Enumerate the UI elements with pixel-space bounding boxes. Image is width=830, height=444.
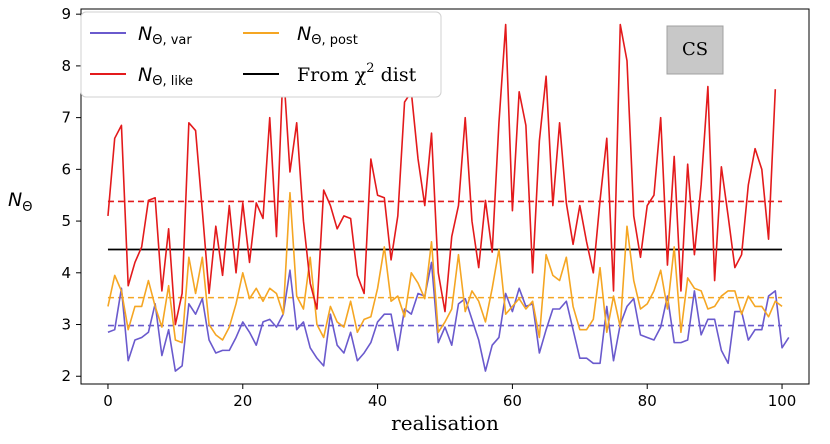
legend: NΘ, var NΘ, like NΘ, post From χ2 dist (80, 11, 442, 98)
legend-label-chi2: From χ2 dist (297, 61, 417, 86)
series-line-post (107, 191, 783, 344)
y-axis-title: NΘ (8, 189, 32, 215)
legend-box (80, 11, 442, 98)
ticks-layer: 0 20 40 60 80 100 2 3 4 5 6 7 8 9 (61, 5, 796, 410)
y-tick-label-7: 7 (61, 109, 71, 127)
cs-annotation-text: CS (682, 39, 708, 60)
x-tick-label-40: 40 (368, 392, 387, 410)
legend-label-post: NΘ, post (297, 23, 358, 48)
x-tick-label-60: 60 (503, 392, 522, 410)
cs-annotation: CS (666, 25, 724, 75)
x-tick-label-100: 100 (768, 392, 797, 410)
legend-label-var: NΘ, var (138, 23, 192, 48)
legend-label-like: NΘ, like (138, 64, 193, 89)
y-tick-label-9: 9 (61, 5, 71, 23)
x-tick-label-0: 0 (103, 392, 113, 410)
y-tick-label-4: 4 (61, 264, 71, 282)
series-line-like (107, 23, 777, 326)
plot-frame (80, 8, 810, 385)
y-axis-title-sub: Θ (22, 200, 32, 215)
y-tick-label-6: 6 (61, 160, 71, 178)
y-tick-label-3: 3 (61, 316, 71, 334)
series-line-var (107, 261, 790, 372)
y-axis-title-main: N (8, 189, 22, 211)
y-tick-label-8: 8 (61, 57, 71, 75)
y-tick-label-2: 2 (61, 367, 71, 385)
y-tick-label-5: 5 (61, 212, 71, 230)
x-tick-label-20: 20 (233, 392, 252, 410)
series-layer (107, 23, 790, 372)
cs-annotation-box (666, 25, 724, 75)
x-tick-label-80: 80 (638, 392, 657, 410)
x-axis-title: realisation (391, 411, 499, 435)
